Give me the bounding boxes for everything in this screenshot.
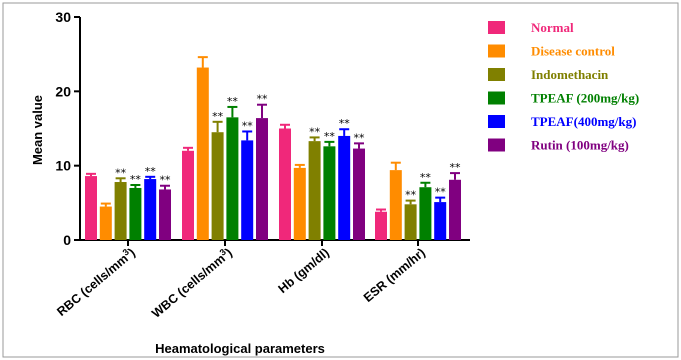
bar (404, 204, 417, 240)
significance-label: ** (257, 93, 269, 106)
bar (85, 176, 97, 240)
y-tick-label: 0 (63, 232, 71, 248)
legend-label: Indomethacin (531, 67, 609, 82)
legend-label: TPEAF (200mg/kg) (531, 91, 639, 106)
bar (196, 67, 209, 241)
bar (338, 135, 351, 240)
x-axis-label: Heamatological parameters (155, 341, 325, 356)
y-tick-label: 10 (55, 158, 71, 174)
significance-label: ** (339, 117, 351, 130)
bar (256, 118, 268, 240)
bar (159, 189, 171, 240)
legend-label: Normal (531, 20, 574, 35)
significance-label: ** (227, 95, 239, 108)
significance-label: ** (324, 130, 336, 143)
bar (353, 148, 365, 240)
bar (434, 202, 447, 240)
y-tick-label: 30 (55, 9, 71, 25)
significance-label: ** (160, 174, 172, 187)
significance-label: ** (130, 173, 142, 186)
bar (99, 206, 112, 240)
significance-label: ** (242, 119, 254, 132)
significance-label: ** (435, 186, 447, 199)
bar (389, 170, 402, 240)
bar (323, 146, 336, 240)
bar (293, 167, 306, 240)
significance-label: ** (212, 110, 224, 123)
significance-label: ** (405, 189, 417, 202)
legend-label: Disease control (531, 44, 615, 59)
bar (308, 141, 321, 240)
bar (419, 187, 432, 240)
legend: Normal Disease control Indomethacin TPEAF (… (488, 20, 639, 153)
bar (449, 179, 461, 240)
significance-label: ** (309, 125, 321, 138)
legend-swatch (488, 138, 505, 152)
bar (182, 150, 194, 240)
legend-swatch (488, 44, 505, 58)
legend-label: Rutin (100mg/kg) (531, 138, 629, 153)
legend-swatch (488, 68, 505, 81)
significance-label: ** (354, 131, 366, 144)
bar (241, 140, 254, 240)
legend-swatch (488, 115, 505, 128)
legend-swatch (488, 21, 505, 34)
legend-label: TPEAF(400mg/kg) (531, 114, 636, 129)
bar (211, 132, 224, 240)
bar (144, 179, 157, 240)
bar (114, 182, 127, 240)
significance-label: ** (115, 166, 127, 179)
bar (129, 187, 142, 240)
y-axis-label: Mean value (30, 95, 45, 165)
bar (226, 117, 239, 240)
bar (375, 211, 387, 240)
significance-label: ** (450, 161, 462, 174)
legend-swatch (488, 91, 505, 105)
significance-label: ** (145, 165, 157, 178)
bar (279, 128, 291, 240)
bars: ****************** ************** (85, 56, 462, 241)
y-tick-label: 20 (55, 83, 71, 99)
significance-label: ** (420, 171, 432, 184)
